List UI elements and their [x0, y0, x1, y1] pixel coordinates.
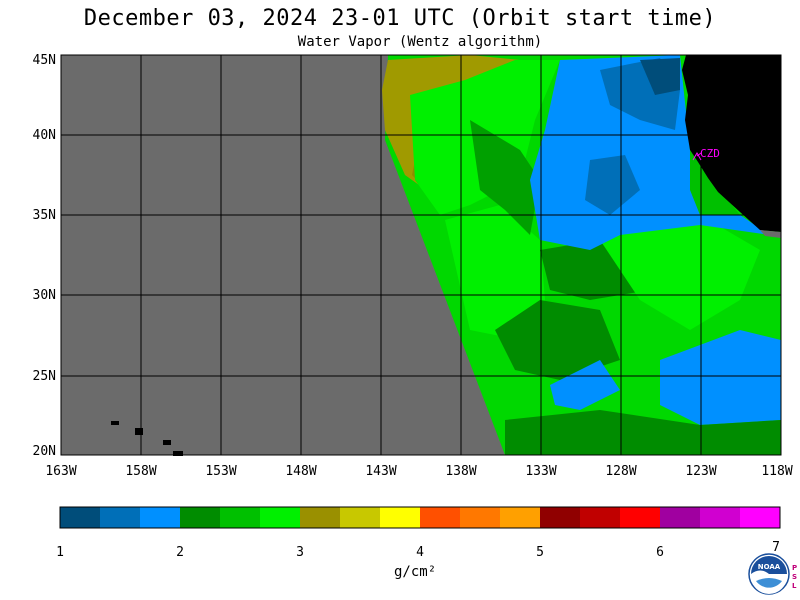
land-edge-gray: [760, 230, 781, 238]
colorbar-swatch: [380, 507, 421, 528]
swath-dark-green-2: [495, 300, 620, 380]
lat-label: 45N: [33, 53, 56, 68]
colorbar-swatch: [500, 507, 541, 528]
colorbar-swatch: [340, 507, 381, 528]
lat-label: 30N: [33, 288, 56, 303]
psl-vertical-text: P S L: [792, 564, 797, 590]
colorbar-tick-label: 1: [56, 545, 64, 560]
lat-label: 25N: [33, 369, 56, 384]
lat-label: 35N: [33, 208, 56, 223]
colorbar-tick-label: 7: [772, 540, 780, 555]
colorbar-units-label: g/cm²: [394, 564, 437, 580]
swath-light-green-2: [445, 205, 545, 340]
colorbar-swatch: [60, 507, 101, 528]
lon-label: 158W: [125, 464, 156, 479]
swath-dark-green-1: [470, 120, 540, 235]
longitude-labels: 163W 158W 153W 148W 143W 138W 133W 128W …: [45, 464, 792, 479]
lon-label: 163W: [45, 464, 76, 479]
colorbar-tick-label: 4: [416, 545, 424, 560]
page-title: December 03, 2024 23-01 UTC (Orbit start…: [83, 6, 717, 31]
lon-label: 118W: [761, 464, 792, 479]
lon-label: 138W: [445, 464, 476, 479]
svg-text:P: P: [792, 564, 797, 572]
colorbar-swatch: [180, 507, 221, 528]
logo-text: NOAA: [758, 563, 781, 571]
colorbar-tick-labels: 1 2 3 4 5 6 7: [56, 540, 780, 560]
colorbar-tick-label: 6: [656, 545, 664, 560]
colorbar: [60, 507, 781, 528]
colorbar-swatch: [300, 507, 341, 528]
page-subtitle: Water Vapor (Wentz algorithm): [297, 34, 543, 50]
colorbar-tick-label: 5: [536, 545, 544, 560]
map-border: [60, 54, 782, 456]
svg-text:L: L: [792, 582, 797, 590]
svg-text:S: S: [792, 573, 797, 581]
colorbar-swatch: [460, 507, 501, 528]
colorbar-swatch: [140, 507, 181, 528]
station-label: CZD: [700, 147, 720, 160]
lat-label: 20N: [33, 444, 56, 459]
colorbar-swatch: [100, 507, 141, 528]
land-mass: [682, 55, 781, 232]
swath-dark-green-south: [505, 410, 781, 455]
colorbar-tick-label: 2: [176, 545, 184, 560]
colorbar-swatch: [260, 507, 301, 528]
graticule-grid: [61, 55, 781, 455]
lon-label: 143W: [365, 464, 396, 479]
colorbar-swatch: [660, 507, 701, 528]
noaa-logo: NOAA: [748, 553, 790, 595]
lon-label: 128W: [605, 464, 636, 479]
lon-label: 123W: [685, 464, 716, 479]
colorbar-swatch: [740, 507, 781, 528]
colorbar-border: [59, 506, 781, 529]
swath-blue-north-core-2: [585, 155, 640, 215]
colorbar-tick-label: 3: [296, 545, 304, 560]
colorbar-swatch: [220, 507, 261, 528]
hawaiian-islands: [111, 421, 183, 456]
swath-blue-south-2: [550, 360, 620, 410]
colorbar-swatch: [700, 507, 741, 528]
swath-blue-north-dark: [640, 58, 680, 95]
colorbar-swatch: [620, 507, 661, 528]
latitude-labels: 45N 40N 35N 30N 25N 20N: [33, 53, 56, 459]
lat-label: 40N: [33, 128, 56, 143]
swath-blue-south: [660, 330, 781, 425]
lon-label: 148W: [285, 464, 316, 479]
colorbar-swatch: [580, 507, 621, 528]
map-panel: [61, 55, 781, 456]
colorbar-swatch: [540, 507, 581, 528]
lon-label: 133W: [525, 464, 556, 479]
swath-green-coastal: [690, 150, 740, 215]
colorbar-swatch: [420, 507, 461, 528]
lon-label: 153W: [205, 464, 236, 479]
station-marker: CZD: [692, 147, 720, 161]
swath-light-green-3: [600, 215, 760, 330]
